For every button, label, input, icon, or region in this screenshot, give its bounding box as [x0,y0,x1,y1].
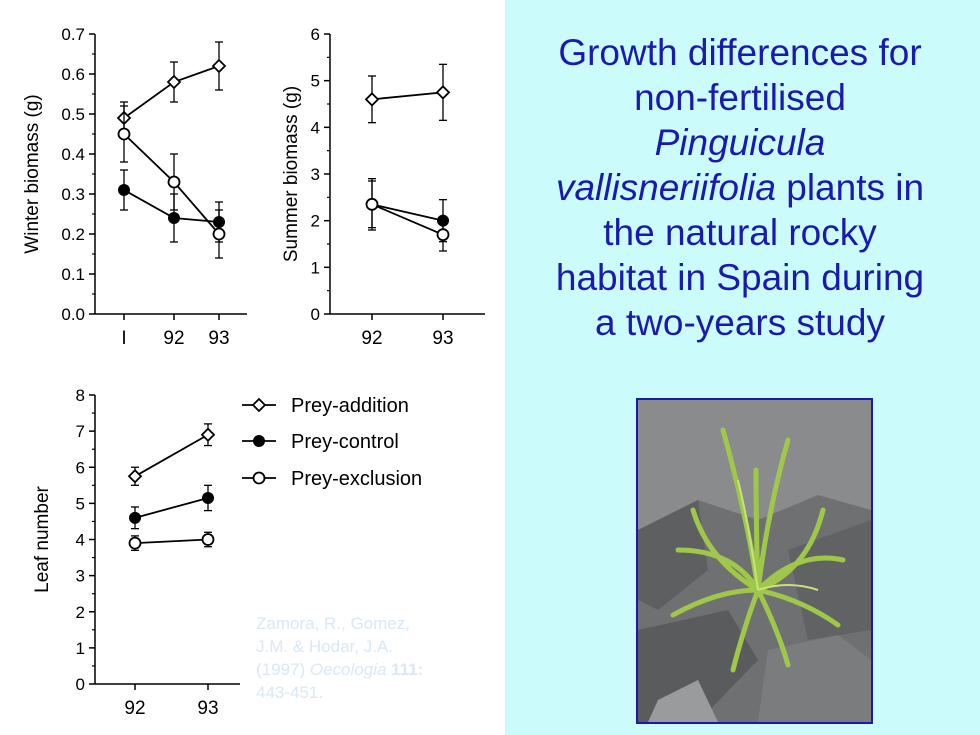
chart2-ytick-label: 5 [311,72,320,91]
chart1-ylabel: Winter biomass (g) [22,94,43,253]
title-line-7: a two-years study [595,302,885,343]
chart2-ytick-label: 1 [311,258,320,277]
chart1-ytick-label: 0.6 [61,65,85,84]
legend-label: Prey-addition [291,395,409,417]
chart1-ytick-label: 0.1 [61,265,85,284]
chart2-series-line [371,203,444,236]
chart1-point [211,58,227,74]
chart1-ytick-label: 0.5 [61,105,85,124]
title-line-2: non-fertilised [634,77,846,118]
citation-volume: 111: [391,660,424,679]
chart2-series-line [371,91,444,101]
chart1-series-line [123,65,220,119]
chart1-point [167,175,181,189]
citation-journal: Oecologia [309,660,387,679]
chart3-ytick-label: 5 [76,494,85,513]
chart3-point [128,536,142,550]
chart2-point [365,197,379,211]
chart3-ytick-label: 7 [76,422,85,441]
chart2-point [436,228,450,242]
chart1-point [117,127,131,141]
chart1-ytick-label: 0.2 [61,225,85,244]
chart3-ytick-label: 2 [76,603,85,622]
chart1-ytick-label: 0.4 [61,145,85,164]
citation-line-2: J.M. & Hodar, J.A. [256,637,393,656]
chart3-point [201,533,215,546]
title-line-4: vallisneriifolia plants in [555,167,925,208]
citation-line-1: Zamora, R., Gomez, [256,614,410,633]
chart2-ylabel: Summer biomass (g) [281,86,302,262]
legend-label: Prey-exclusion [291,468,422,490]
chart3-ytick-label: 0 [76,675,85,694]
chart3-xtick-label: 92 [124,698,145,719]
chart3-ytick-label: 6 [76,458,85,477]
chart1-xtick-label: 92 [163,328,184,349]
plant-photo [636,398,873,724]
chart2-xtick-label: 93 [432,328,453,349]
legend-label: Prey-control [291,431,399,453]
title-line-6: habitat in Spain during [555,257,925,298]
chart2-ytick-label: 4 [311,118,320,137]
chart1-point [168,212,180,224]
charts-svg: 0.0 0.1 0.2 0.3 0.4 0.5 0.6 0.7 I 92 93 Winter biom… [22,25,485,719]
chart1-point [166,74,182,90]
chart1-ytick-label: 0.0 [61,305,85,324]
chart3-ytick-label: 4 [76,531,85,550]
legend-marker [253,435,265,447]
chart1-point [212,227,226,241]
citation: Zamora, R., Gomez, J.M. & Hodar, J.A. (1… [256,612,506,704]
slide-title: Growth differences for non-fertilised Pi… [510,30,970,345]
chart3-ytick-label: 8 [76,386,85,405]
chart1-ytick-label: 0.3 [61,185,85,204]
chart3-point [127,469,143,484]
chart1-xtick-label: 93 [208,328,229,349]
chart2-ytick-label: 2 [311,212,320,231]
chart2-ytick-label: 0 [311,305,320,324]
chart1-ytick-label: 0.7 [61,25,85,44]
chart2-point [435,85,451,100]
title-line-3: Pinguicula [654,122,826,163]
chart3-point [202,491,214,504]
chart3-xtick-label: 93 [197,698,218,719]
citation-year: (1997) [256,660,306,679]
chart2-ytick-label: 6 [311,25,320,44]
chart3-point [200,427,216,443]
chart1-point [118,184,130,196]
chart2-xtick-label: 92 [361,328,382,349]
title-line-5: the natural rocky [603,212,877,253]
plant-photo-drawing [638,400,871,722]
chart3-series-line [134,497,209,519]
chart3-ytick-label: 3 [76,567,85,586]
citation-pages: 443-451. [256,683,324,702]
chart3-series-line [134,433,209,478]
chart3-ytick-label: 1 [76,639,85,658]
title-line-1: Growth differences for [558,32,922,73]
chart1-xtick-label: I [121,328,126,349]
chart2-ytick-label: 3 [311,165,320,184]
figure-panel [0,0,505,735]
chart3-point [129,511,141,524]
chart3-ylabel: Leaf number [32,485,53,592]
chart2-series-line [371,203,444,222]
chart2-point [364,92,380,107]
legend-marker [251,397,267,413]
legend-marker [252,471,266,485]
chart3-series-line [134,538,209,545]
